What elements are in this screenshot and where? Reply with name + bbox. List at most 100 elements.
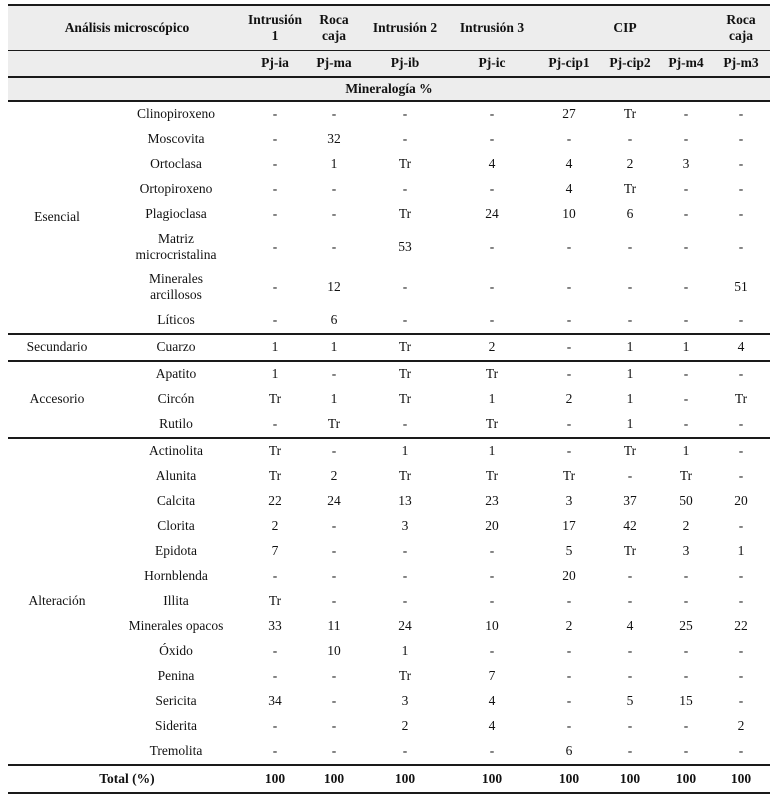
mineral-row: Minerales opacos 33 11 24 10 2 4 25 22	[8, 614, 770, 639]
value-cell: 20	[562, 567, 576, 583]
value-cell: -	[446, 99, 538, 127]
value-cell: -	[566, 279, 572, 295]
value-cell: 3	[401, 692, 409, 708]
value-cell: 10	[485, 617, 499, 633]
group-label: Secundario	[8, 332, 106, 361]
mineral-name: Siderita	[155, 717, 197, 733]
value-cell: -	[738, 181, 744, 197]
value-cell: 7	[488, 667, 496, 683]
value-cell: -	[738, 156, 744, 172]
value-cell: -	[489, 742, 495, 758]
group-label: Accesorio	[8, 359, 106, 438]
value-cell: 33	[268, 617, 282, 633]
mineral-name: Rutilo	[159, 415, 193, 431]
value-cell: 1	[330, 390, 338, 406]
mineral-row: Minerales arcillosos - 12 - - - - - 51	[8, 267, 770, 307]
value-cell: -	[683, 279, 689, 295]
value-cell: -	[402, 742, 408, 758]
value-cell: 6	[330, 311, 338, 327]
value-cell: -	[627, 567, 633, 583]
value-cell: 1	[660, 436, 713, 464]
total-label-cell: Total (%)	[8, 763, 246, 794]
sample-column-header: Pj-m3	[712, 50, 771, 78]
value-cell: -	[538, 359, 600, 387]
table-title-cell: Análisis microscópico	[8, 4, 246, 52]
value-cell: 53	[398, 238, 412, 254]
value-cell: -	[738, 667, 744, 683]
value-cell: -	[402, 592, 408, 608]
value-cell: Tr	[268, 390, 282, 406]
mineral-row: Líticos - 6 - - - - - -	[8, 308, 770, 334]
value-cell: -	[272, 181, 278, 197]
sample-column-header: Pj-ic	[446, 50, 538, 78]
value-cell: 24	[485, 206, 499, 222]
mineral-name: Minerales opacos	[128, 617, 224, 633]
value-cell: -	[331, 667, 337, 683]
value-cell: 4	[626, 617, 634, 633]
total-value-cell: 100	[600, 763, 660, 794]
value-cell: 13	[398, 492, 412, 508]
value-cell: 42	[623, 517, 637, 533]
value-cell: Tr	[734, 390, 748, 406]
value-cell: Tr	[600, 99, 660, 127]
value-cell: Tr	[446, 359, 538, 387]
value-cell: 11	[327, 617, 341, 633]
value-cell: -	[272, 742, 278, 758]
value-cell: -	[331, 592, 337, 608]
value-cell: 1	[330, 156, 338, 172]
total-value-cell: 100	[712, 763, 771, 794]
value-cell: -	[272, 415, 278, 431]
mineral-name: Actinolita	[106, 436, 246, 464]
value-cell: -	[566, 238, 572, 254]
total-row: Total (%) 100 100 100 100 100 100 100 100	[8, 763, 771, 794]
mineral-row: Siderita - - 2 4 - - - 2	[8, 714, 770, 739]
value-cell: Tr	[623, 542, 637, 558]
value-cell: -	[402, 181, 408, 197]
value-cell: -	[489, 311, 495, 327]
value-cell: 22	[268, 492, 282, 508]
value-cell: -	[627, 717, 633, 733]
value-cell: 34	[268, 692, 282, 708]
value-cell: 1	[401, 642, 409, 658]
value-cell: -	[627, 131, 633, 147]
value-cell: Tr	[398, 206, 412, 222]
value-cell: -	[489, 592, 495, 608]
value-cell: -	[566, 667, 572, 683]
group-label: Esencial	[8, 99, 106, 334]
value-cell: 4	[712, 332, 771, 361]
value-cell: -	[331, 717, 337, 733]
sample-column-header: Pj-ia	[246, 50, 304, 78]
value-cell: -	[402, 131, 408, 147]
value-cell: Tr	[268, 467, 282, 483]
total-value-cell: 100	[246, 763, 304, 794]
value-cell: -	[566, 131, 572, 147]
mineral-name: Ortopiroxeno	[139, 181, 213, 197]
value-cell: -	[331, 206, 337, 222]
value-cell: 1	[304, 332, 364, 361]
value-cell: -	[683, 415, 689, 431]
value-cell: Tr	[562, 467, 576, 483]
value-cell: 4	[565, 156, 573, 172]
value-cell: -	[272, 667, 278, 683]
mineral-row: Matriz microcristalina - - 53 - - - - -	[8, 227, 770, 267]
value-cell: -	[738, 517, 744, 533]
mineral-name: Illita	[163, 592, 189, 608]
value-cell: -	[272, 279, 278, 295]
mineral-name: Cuarzo	[106, 332, 246, 361]
value-cell: 1	[660, 332, 713, 361]
value-cell: Tr	[623, 181, 637, 197]
column-group-header: Roca caja	[304, 4, 364, 52]
value-cell: Tr	[364, 359, 446, 387]
total-value-cell: 100	[304, 763, 364, 794]
value-cell: Tr	[268, 592, 282, 608]
value-cell: -	[272, 238, 278, 254]
mineral-name: Clinopiroxeno	[106, 99, 246, 127]
value-cell: -	[566, 311, 572, 327]
value-cell: 6	[626, 206, 634, 222]
mineral-row: Moscovita - 32 - - - - - -	[8, 127, 770, 152]
value-cell: 1	[626, 415, 634, 431]
section-title-cell: Mineralogía %	[8, 76, 771, 102]
value-cell: -	[683, 206, 689, 222]
value-cell: -	[738, 467, 744, 483]
value-cell: -	[489, 181, 495, 197]
